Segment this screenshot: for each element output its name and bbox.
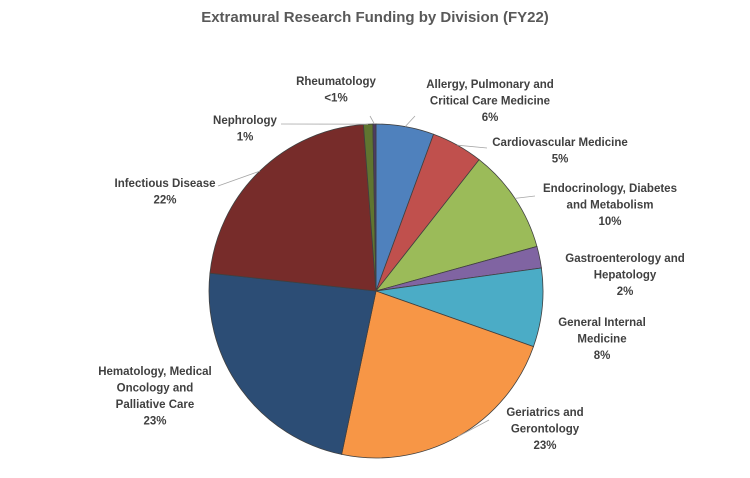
data-label-nephrology: Nephrology 1% [213,115,277,144]
pie-slice-infectious-disease [209,124,377,292]
data-label-allergy-pulmonary-and-critical-care-medicine: Allergy, Pulmonary and Critical Care Medi… [426,79,554,124]
leader-line-endocrinology-diabetes-and-metabolism [514,195,536,199]
data-label-geriatrics-and-gerontology: Geriatrics and Gerontology 23% [506,407,583,452]
leader-line-allergy-pulmonary-and-critical-care-medicine [404,115,416,127]
data-label-rheumatology: Rheumatology <1% [296,76,376,105]
data-label-hematology-medical-oncology-and-palliative-care: Hematology, Medical Oncology and Palliativ… [98,366,212,428]
leader-line-cardiovascular-medicine [457,144,488,149]
data-label-infectious-disease: Infectious Disease 22% [115,178,216,207]
data-label-cardiovascular-medicine: Cardiovascular Medicine 5% [492,137,628,166]
data-label-general-internal-medicine: General Internal Medicine 8% [558,317,646,362]
chart-title: Extramural Research Funding by Division … [201,9,549,26]
leader-line-infectious-disease [217,170,260,187]
data-label-gastroenterology-and-hepatology: Gastroenterology and Hepatology 2% [565,253,685,298]
pie-slice-hematology-medical-oncology-and-palliative-care [208,272,377,455]
leader-line-rheumatology [369,115,375,125]
pie-slice-rheumatology [372,123,377,292]
data-label-endocrinology-diabetes-and-metabolism: Endocrinology, Diabetes and Metabolism 10% [543,183,677,228]
leader-line-geriatrics-and-gerontology [457,419,490,437]
pie-slice-endocrinology-diabetes-and-metabolism [374,159,538,292]
